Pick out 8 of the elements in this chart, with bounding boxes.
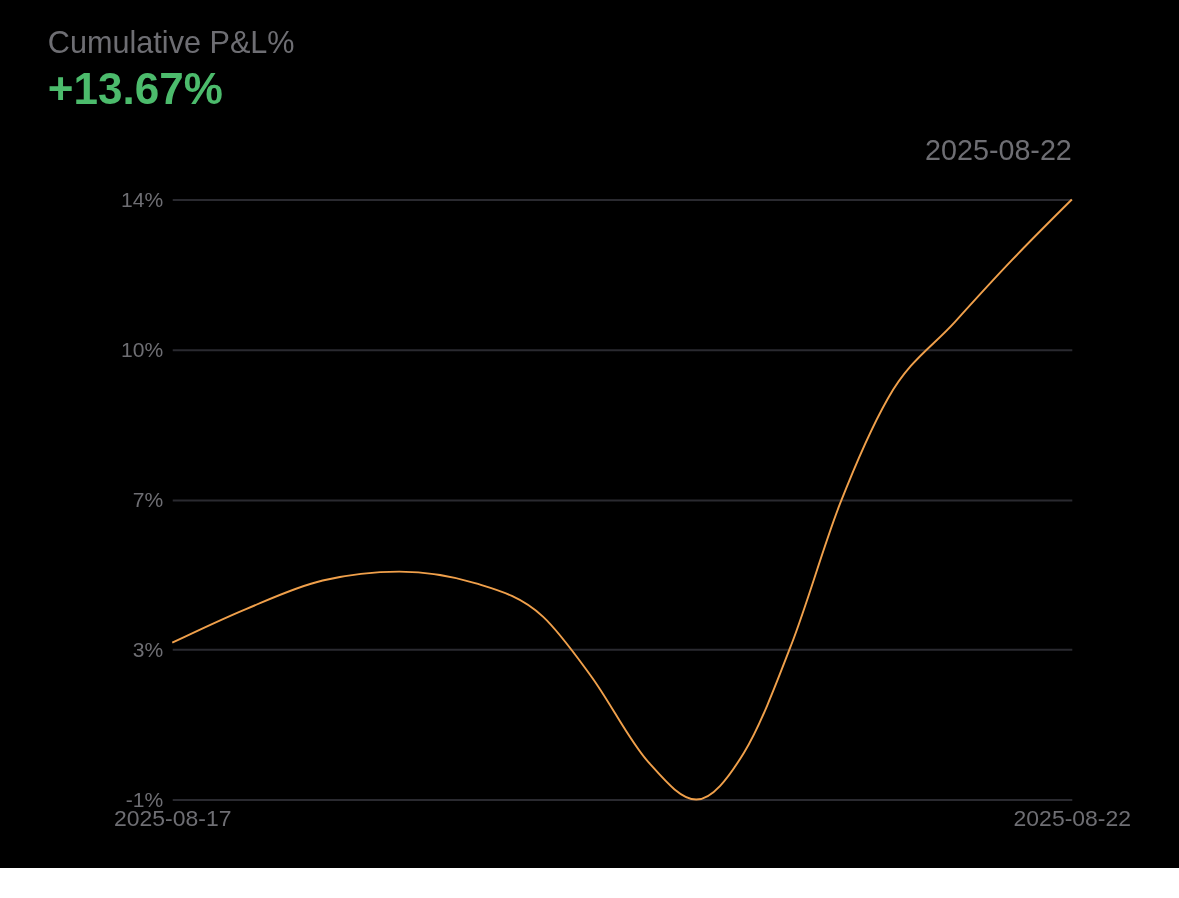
y-tick-label: 3%	[132, 637, 164, 661]
chart-title: Cumulative P&L%	[47, 25, 295, 60]
chart-subtitle: +13.67%	[47, 63, 223, 113]
text: 2025-08-22	[925, 134, 1072, 167]
y-tick-label: 7%	[132, 487, 164, 511]
y-tick-label: 10%	[121, 337, 164, 361]
y-tick-label: 14%	[121, 187, 164, 211]
line-series	[171, 198, 1073, 801]
